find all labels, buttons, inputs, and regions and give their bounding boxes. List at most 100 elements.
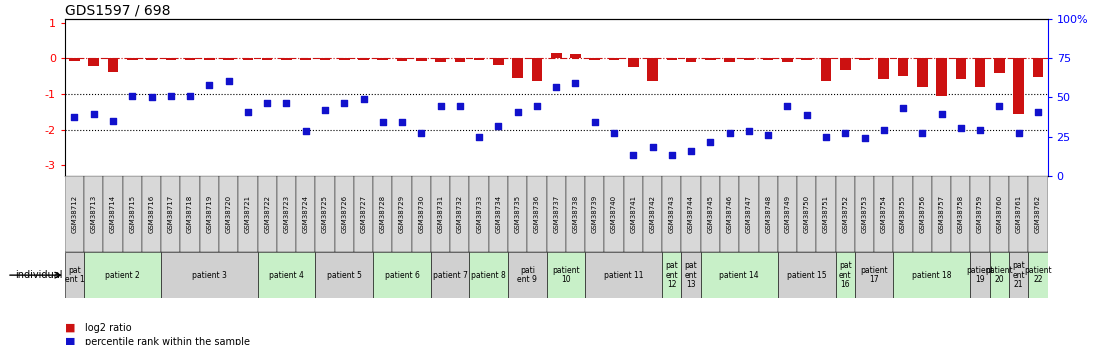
Point xyxy=(258,100,276,106)
Text: GSM38761: GSM38761 xyxy=(1015,195,1022,233)
Point xyxy=(85,111,103,116)
FancyBboxPatch shape xyxy=(103,176,123,252)
Bar xyxy=(975,58,985,87)
FancyBboxPatch shape xyxy=(701,252,778,298)
FancyBboxPatch shape xyxy=(508,176,528,252)
Text: GSM38759: GSM38759 xyxy=(977,195,983,233)
Bar xyxy=(608,58,619,60)
Text: pat
ent
12: pat ent 12 xyxy=(665,261,679,289)
Bar xyxy=(551,53,561,58)
FancyBboxPatch shape xyxy=(65,252,84,298)
FancyBboxPatch shape xyxy=(470,176,489,252)
Text: GSM38714: GSM38714 xyxy=(110,195,116,233)
Point xyxy=(567,80,585,86)
Bar xyxy=(416,58,427,61)
FancyBboxPatch shape xyxy=(566,176,585,252)
FancyBboxPatch shape xyxy=(1029,252,1048,298)
Text: patient 6: patient 6 xyxy=(385,270,419,280)
Text: GSM38751: GSM38751 xyxy=(823,195,828,233)
Point xyxy=(836,130,854,136)
Text: GSM38746: GSM38746 xyxy=(727,195,732,233)
Bar xyxy=(647,58,657,81)
Bar xyxy=(628,58,638,67)
Text: GSM38715: GSM38715 xyxy=(130,195,135,233)
Bar xyxy=(184,58,196,60)
Text: GSM38737: GSM38737 xyxy=(553,195,559,233)
Point xyxy=(721,130,739,136)
Text: patient
20: patient 20 xyxy=(986,266,1013,285)
Bar xyxy=(821,58,832,81)
Point xyxy=(335,100,353,106)
Point xyxy=(817,134,835,139)
Point xyxy=(123,93,141,98)
Text: pati
ent 9: pati ent 9 xyxy=(518,266,538,285)
Text: log2 ratio: log2 ratio xyxy=(85,323,132,333)
Bar xyxy=(435,58,446,62)
Text: patient
19: patient 19 xyxy=(966,266,994,285)
FancyBboxPatch shape xyxy=(835,176,855,252)
Text: GSM38724: GSM38724 xyxy=(303,195,309,233)
Bar xyxy=(358,58,369,60)
FancyBboxPatch shape xyxy=(989,176,1010,252)
Text: GSM38754: GSM38754 xyxy=(881,195,887,233)
FancyBboxPatch shape xyxy=(951,176,970,252)
Point xyxy=(528,104,546,109)
FancyBboxPatch shape xyxy=(893,252,970,298)
Text: GSM38732: GSM38732 xyxy=(457,195,463,233)
Text: GSM38760: GSM38760 xyxy=(996,195,1003,233)
Text: GSM38753: GSM38753 xyxy=(862,195,868,233)
FancyBboxPatch shape xyxy=(874,176,893,252)
FancyBboxPatch shape xyxy=(219,176,238,252)
Point xyxy=(143,95,161,100)
Bar xyxy=(762,58,774,60)
FancyBboxPatch shape xyxy=(1010,252,1029,298)
Bar xyxy=(493,58,504,65)
Bar xyxy=(666,58,678,60)
FancyBboxPatch shape xyxy=(778,252,835,298)
FancyBboxPatch shape xyxy=(585,252,662,298)
Text: GDS1597 / 698: GDS1597 / 698 xyxy=(65,4,170,18)
Point xyxy=(296,129,314,134)
Text: GSM38755: GSM38755 xyxy=(900,195,906,233)
Point xyxy=(547,84,565,89)
Point xyxy=(913,130,931,136)
Text: pat
ent
16: pat ent 16 xyxy=(838,261,852,289)
FancyBboxPatch shape xyxy=(682,176,701,252)
FancyBboxPatch shape xyxy=(816,176,835,252)
Point xyxy=(316,107,334,113)
Text: GSM38749: GSM38749 xyxy=(785,195,790,233)
Text: pat
ent
13: pat ent 13 xyxy=(684,261,698,289)
Text: GSM38716: GSM38716 xyxy=(149,195,154,233)
FancyBboxPatch shape xyxy=(315,252,373,298)
Bar xyxy=(512,58,523,78)
FancyBboxPatch shape xyxy=(354,176,373,252)
Text: GSM38722: GSM38722 xyxy=(264,195,271,233)
Point xyxy=(162,93,180,98)
FancyBboxPatch shape xyxy=(373,176,392,252)
Text: GSM38718: GSM38718 xyxy=(187,195,193,233)
FancyBboxPatch shape xyxy=(662,176,682,252)
Text: individual: individual xyxy=(16,270,63,280)
Text: patient 18: patient 18 xyxy=(912,270,951,280)
Bar xyxy=(994,58,1005,73)
FancyBboxPatch shape xyxy=(855,176,874,252)
Text: ■: ■ xyxy=(65,337,75,345)
Text: GSM38756: GSM38756 xyxy=(919,195,926,233)
Point xyxy=(394,120,411,125)
Bar xyxy=(281,58,292,60)
FancyBboxPatch shape xyxy=(1029,176,1048,252)
Bar xyxy=(898,58,908,76)
Bar xyxy=(455,58,465,62)
FancyBboxPatch shape xyxy=(84,252,161,298)
FancyBboxPatch shape xyxy=(682,252,701,298)
Point xyxy=(740,129,758,134)
Point xyxy=(451,104,468,109)
FancyBboxPatch shape xyxy=(547,176,566,252)
Text: patient 14: patient 14 xyxy=(720,270,759,280)
Text: GSM38739: GSM38739 xyxy=(591,195,598,233)
Point xyxy=(1010,130,1027,136)
Text: GSM38742: GSM38742 xyxy=(650,195,655,233)
Text: GSM38740: GSM38740 xyxy=(612,195,617,233)
Bar xyxy=(860,58,870,60)
FancyBboxPatch shape xyxy=(605,176,624,252)
